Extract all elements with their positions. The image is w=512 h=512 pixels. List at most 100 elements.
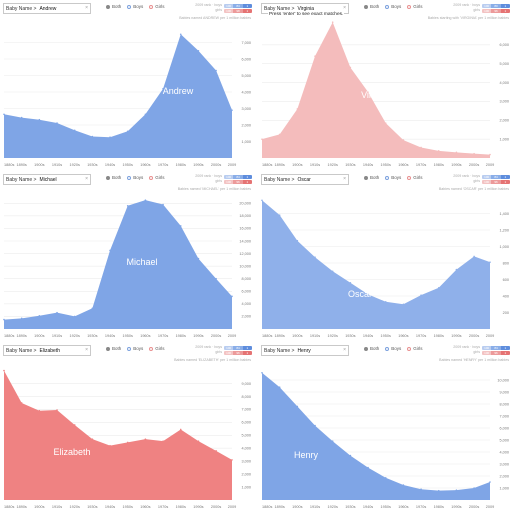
stats-row-girls: girls 100 98 1 [176, 8, 252, 13]
chart-caption: Babies named 'OSCAR' per 1 million babie… [438, 187, 509, 191]
clear-icon[interactable]: × [343, 347, 346, 353]
x-tick-label: 1940s [105, 334, 115, 338]
x-tick-label: 1950s [123, 505, 133, 509]
data-point [144, 438, 147, 440]
x-tick-label: 1950s [381, 505, 391, 509]
stats-row-boys: 2009 rank · boys 100 84 1 [176, 345, 252, 350]
data-point [261, 199, 263, 202]
radio-boys[interactable]: Boys [127, 4, 143, 9]
radio-boys[interactable]: Boys [385, 4, 401, 9]
radio-girls[interactable]: Girls [407, 175, 423, 180]
vertical-divider [254, 0, 258, 512]
data-point [38, 315, 41, 317]
radio-both[interactable]: Both [364, 346, 379, 351]
data-point [473, 255, 475, 258]
data-point [296, 405, 299, 408]
search-input-value[interactable]: Andrew [39, 5, 57, 12]
radio-dot-icon [385, 346, 390, 351]
radio-boys[interactable]: Boys [385, 346, 401, 351]
girls-rank-cell: 100 [482, 8, 492, 13]
radio-dot-icon [364, 4, 368, 9]
name-search-field[interactable]: Baby Name > Michael × [3, 174, 91, 185]
clear-icon[interactable]: × [343, 176, 346, 182]
y-tick-label: 10,000 [239, 264, 251, 268]
boys-rank-cell: 100 [482, 345, 492, 350]
data-point [278, 133, 281, 136]
radio-girls[interactable]: Girls [407, 346, 423, 351]
radio-both[interactable]: Both [364, 175, 379, 180]
search-input-value[interactable]: Michael [39, 176, 57, 183]
girls-rank-cell: 1 [500, 350, 510, 355]
radio-girls[interactable]: Girls [407, 4, 423, 9]
radio-label: Boys [391, 4, 402, 9]
boys-rank-bar: 100 84 1 [224, 345, 252, 350]
radio-boys[interactable]: Boys [127, 346, 143, 351]
y-tick-label: 7,000 [499, 414, 509, 418]
search-input-value[interactable]: Virginia [297, 5, 315, 12]
radio-both[interactable]: Both [106, 346, 121, 351]
y-tick-label: 800 [503, 261, 509, 265]
name-search-field[interactable]: Baby Name > Andrew × [3, 3, 91, 14]
boys-rank-cell: 1 [242, 3, 252, 8]
search-input-value[interactable]: Henry [297, 347, 311, 354]
series-area[interactable] [262, 22, 490, 158]
radio-both[interactable]: Both [106, 4, 121, 9]
horizontal-divider-2 [0, 341, 512, 342]
data-point [3, 318, 5, 321]
series-name-label: Oscar [348, 289, 372, 299]
boys-rank-bar: 100 84 1 [224, 174, 252, 179]
data-point [437, 286, 440, 289]
name-search-field[interactable]: Baby Name > Oscar × [261, 174, 349, 185]
clear-icon[interactable]: × [85, 347, 88, 353]
boys-rank-cell: 100 [224, 174, 234, 179]
x-tick-label: 1930s [87, 334, 97, 338]
radio-both[interactable]: Both [106, 175, 121, 180]
radio-both[interactable]: Both [364, 4, 379, 9]
x-tick-label: 1980s [434, 505, 444, 509]
girls-rank-cell: 96 [491, 350, 501, 355]
x-tick-label: 2009 [228, 334, 236, 338]
data-point [420, 294, 422, 296]
data-point [402, 303, 405, 306]
clear-icon[interactable]: × [85, 176, 88, 182]
radio-label: Boys [391, 346, 402, 351]
data-point [420, 488, 422, 490]
radio-girls[interactable]: Girls [149, 175, 165, 180]
name-search-field[interactable]: Baby Name > Henry × [261, 345, 349, 356]
radio-girls[interactable]: Girls [149, 346, 165, 351]
clear-icon[interactable]: × [85, 5, 88, 11]
data-point [197, 440, 200, 442]
clear-icon[interactable]: × [343, 5, 346, 11]
series-area[interactable] [262, 200, 490, 329]
series-area[interactable] [4, 200, 232, 329]
boys-rank-cell: 100 [224, 345, 234, 350]
data-point [73, 129, 76, 132]
radio-boys[interactable]: Boys [385, 175, 401, 180]
data-point [20, 317, 23, 320]
series-area[interactable] [4, 34, 232, 158]
data-point [144, 199, 147, 201]
y-tick-label: 4,000 [241, 447, 251, 451]
name-search-field[interactable]: Baby Name > Elizabeth × [3, 345, 91, 356]
series-area[interactable] [4, 370, 232, 500]
data-point [162, 203, 164, 206]
chart-caption: Babies named 'HENRY' per 1 million babie… [439, 358, 509, 362]
x-tick-label: 1940s [105, 163, 115, 167]
x-tick-label: 1970s [158, 505, 168, 509]
data-point [215, 69, 217, 72]
x-tick-label: 1980s [434, 334, 444, 338]
series-area[interactable] [262, 372, 490, 500]
boys-rank-bar: 100 80 1 [482, 3, 510, 8]
girls-rank-cell: 96 [233, 350, 243, 355]
data-point [455, 489, 458, 491]
series-name-label: Michael [126, 257, 157, 267]
radio-boys[interactable]: Boys [127, 175, 143, 180]
search-input-value[interactable]: Elizabeth [39, 347, 61, 354]
radio-girls[interactable]: Girls [149, 4, 165, 9]
y-tick-label: 1,400 [499, 212, 509, 216]
data-point [38, 409, 41, 412]
radio-dot-icon [106, 175, 110, 180]
radio-label: Both [370, 175, 380, 180]
radio-label: Girls [155, 175, 165, 180]
search-input-value[interactable]: Oscar [297, 176, 311, 183]
